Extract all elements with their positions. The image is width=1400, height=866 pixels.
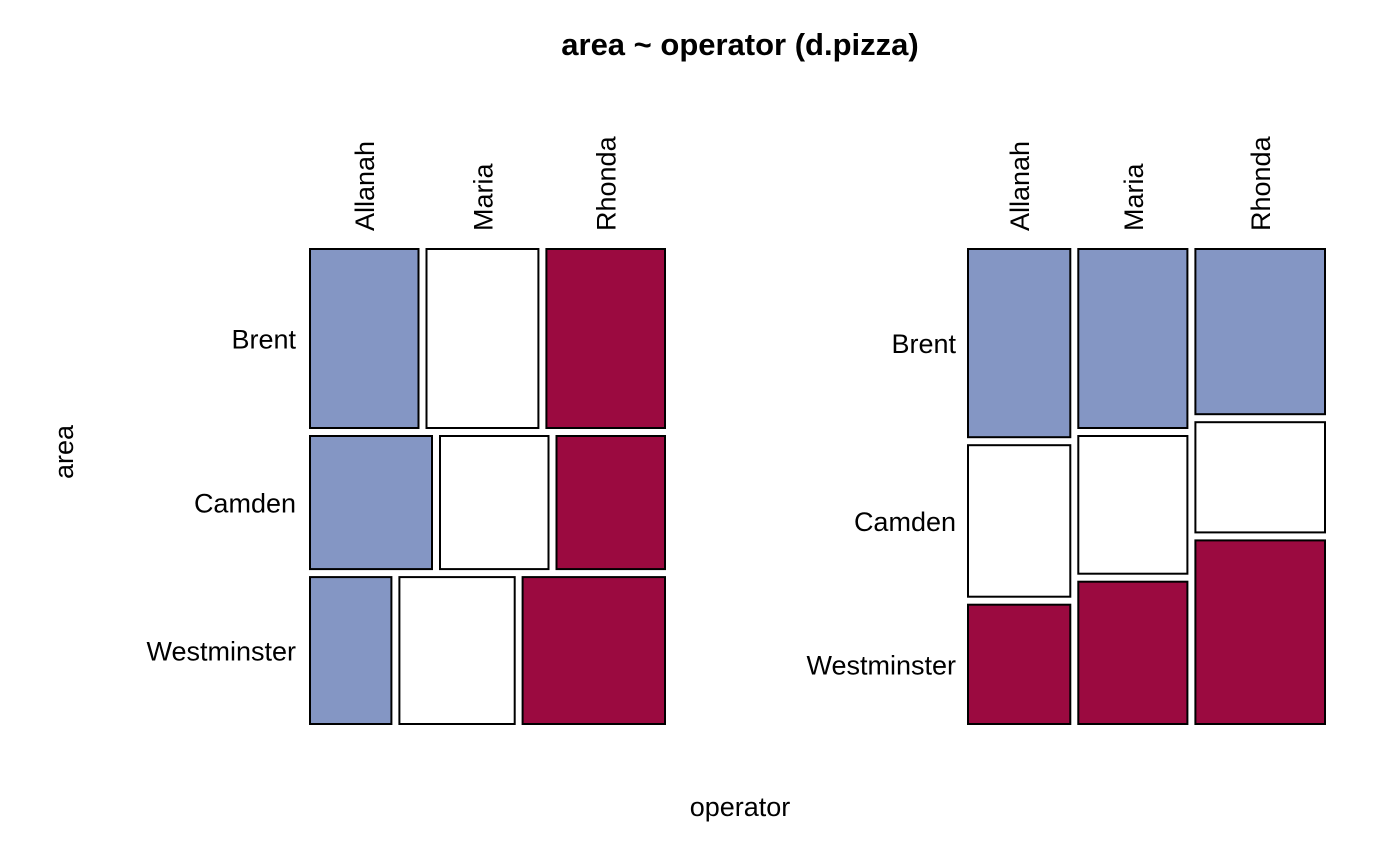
row-label-left-brent: Brent [231, 325, 296, 355]
tile-left-westminster-rhonda [521, 576, 666, 725]
right-mosaic-panel: Allanah Maria Rhonda Brent Camden Westminster [806, 135, 1327, 726]
col-label-right-allanah: Allanah [1005, 141, 1035, 231]
tile-right-maria-brent [1077, 248, 1189, 429]
col-label-right-rhonda: Rhonda [1246, 135, 1276, 231]
tile-left-brent-rhonda [545, 248, 667, 429]
tile-left-brent-allanah [309, 248, 420, 429]
x-axis-label: operator [690, 792, 791, 822]
tile-right-maria-camden [1077, 435, 1189, 575]
tile-left-westminster-maria [398, 576, 516, 725]
col-label-left-rhonda: Rhonda [592, 135, 622, 231]
tile-left-camden-maria [439, 435, 550, 571]
row-label-right-camden: Camden [854, 507, 956, 537]
tile-right-allanah-westminster [967, 603, 1072, 726]
row-label-left-westminster: Westminster [146, 637, 296, 667]
tile-right-maria-westminster [1077, 580, 1189, 726]
tile-left-brent-maria [425, 248, 540, 429]
row-label-right-brent: Brent [891, 329, 956, 359]
tile-right-allanah-camden [967, 444, 1072, 598]
col-label-right-maria: Maria [1119, 163, 1149, 231]
tile-left-camden-allanah [309, 435, 433, 571]
chart-title: area ~ operator (d.pizza) [561, 27, 918, 62]
col-label-left-maria: Maria [468, 163, 498, 231]
col-label-left-allanah: Allanah [350, 141, 380, 231]
tile-right-rhonda-westminster [1194, 539, 1327, 726]
row-label-right-westminster: Westminster [806, 650, 956, 680]
tile-left-camden-rhonda [555, 435, 666, 571]
tile-right-rhonda-camden [1194, 421, 1327, 534]
tile-right-rhonda-brent [1194, 248, 1327, 416]
left-mosaic-panel: Brent Camden Westminster Allanah Maria Rhonda [146, 135, 667, 725]
tile-right-allanah-brent [967, 248, 1072, 439]
row-label-left-camden: Camden [194, 489, 296, 519]
y-axis-label: area [49, 424, 79, 479]
tile-left-westminster-allanah [309, 576, 393, 725]
